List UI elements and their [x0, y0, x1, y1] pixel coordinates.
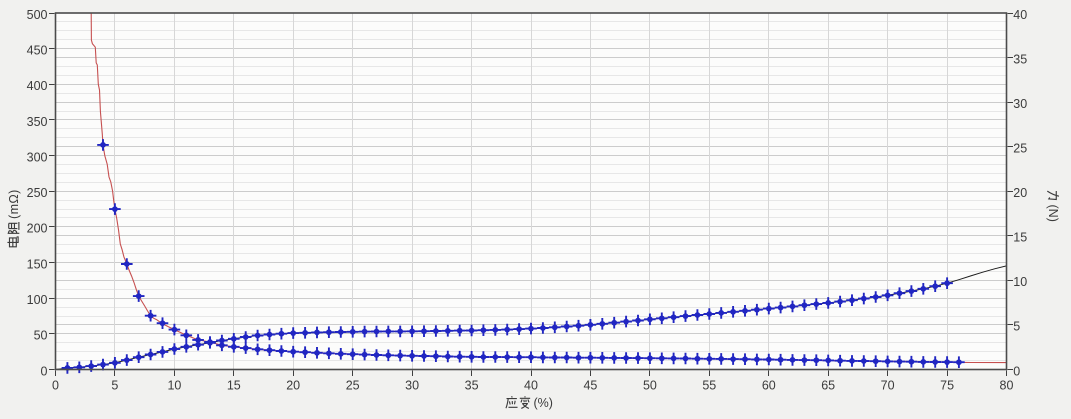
- svg-text:35: 35: [465, 378, 479, 392]
- svg-text:10: 10: [167, 378, 181, 392]
- svg-text:0: 0: [52, 378, 59, 392]
- svg-text:100: 100: [27, 293, 48, 307]
- svg-text:5: 5: [111, 378, 118, 392]
- svg-text:(mΩ): (mΩ): [7, 189, 21, 219]
- svg-text:10: 10: [1013, 275, 1027, 289]
- svg-text:30: 30: [1013, 97, 1027, 111]
- svg-text:50: 50: [643, 378, 657, 392]
- svg-text:30: 30: [405, 378, 419, 392]
- svg-text:60: 60: [762, 378, 776, 392]
- svg-text:35: 35: [1013, 52, 1027, 66]
- svg-text:25: 25: [1013, 142, 1027, 156]
- svg-text:75: 75: [940, 378, 954, 392]
- svg-text:80: 80: [1000, 378, 1014, 392]
- svg-text:(%): (%): [534, 396, 553, 410]
- svg-text:0: 0: [1013, 364, 1020, 378]
- svg-text:400: 400: [27, 79, 48, 93]
- svg-text:15: 15: [1013, 231, 1027, 245]
- svg-text:0: 0: [41, 364, 48, 378]
- svg-text:150: 150: [27, 257, 48, 271]
- svg-text:450: 450: [27, 44, 48, 58]
- svg-text:15: 15: [227, 378, 241, 392]
- svg-text:65: 65: [821, 378, 835, 392]
- svg-text:55: 55: [702, 378, 716, 392]
- svg-text:70: 70: [881, 378, 895, 392]
- svg-text:45: 45: [583, 378, 597, 392]
- svg-text:5: 5: [1013, 320, 1020, 334]
- svg-text:40: 40: [524, 378, 538, 392]
- svg-text:50: 50: [34, 329, 48, 343]
- svg-text:350: 350: [27, 115, 48, 129]
- svg-text:250: 250: [27, 186, 48, 200]
- svg-text:40: 40: [1013, 8, 1027, 22]
- svg-text:500: 500: [27, 8, 48, 22]
- svg-text:300: 300: [27, 150, 48, 164]
- svg-text:20: 20: [1013, 186, 1027, 200]
- svg-text:200: 200: [27, 222, 48, 236]
- svg-text:(N): (N): [1046, 205, 1060, 222]
- svg-text:25: 25: [346, 378, 360, 392]
- svg-text:20: 20: [286, 378, 300, 392]
